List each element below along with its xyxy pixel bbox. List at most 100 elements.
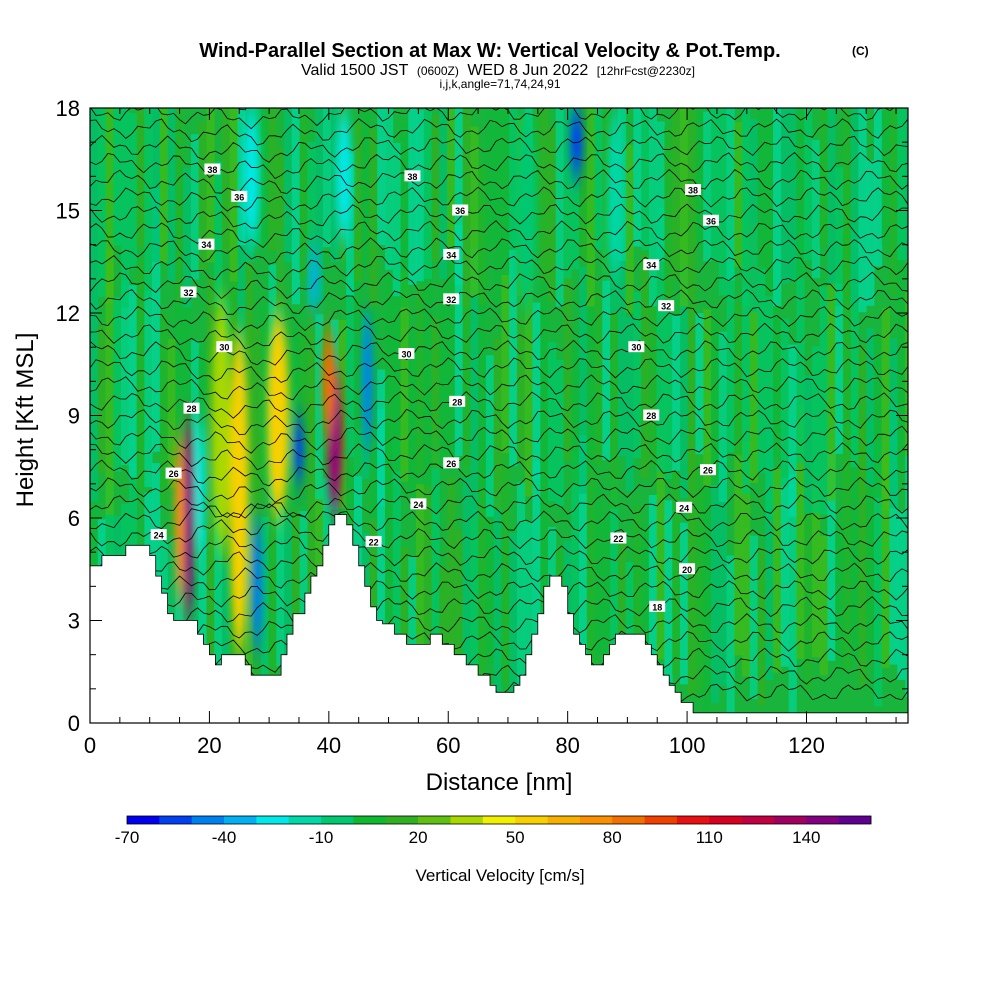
field-stripe — [462, 465, 471, 712]
contour-label: 28 — [643, 409, 660, 421]
contour-label-text: 34 — [446, 250, 456, 260]
field-stripe — [315, 314, 324, 500]
colorbar-swatch — [159, 816, 192, 824]
field-stripe — [905, 451, 908, 697]
field-stripe — [447, 477, 456, 722]
colorbar-tick-label: 110 — [696, 828, 723, 847]
colorbar-swatch — [353, 816, 387, 824]
field-stripe — [190, 414, 200, 667]
contour-label-text: 26 — [446, 459, 456, 469]
field-stripe — [571, 108, 580, 270]
isentrope-line — [90, 374, 908, 401]
field-stripe — [431, 317, 440, 469]
field-stripe — [641, 524, 650, 719]
field-stripe — [291, 312, 301, 503]
field-stripe — [175, 537, 184, 691]
field-stripe — [315, 108, 324, 303]
y-tick-label: 9 — [68, 404, 80, 429]
field-stripe — [284, 514, 293, 706]
isentrope-line — [90, 476, 908, 503]
contour-label: 32 — [180, 286, 197, 298]
field-stripe — [431, 115, 440, 262]
colorbar-swatch — [482, 816, 516, 824]
field-stripe — [571, 451, 580, 661]
field-stripe — [408, 328, 417, 511]
field-stripe — [905, 108, 908, 261]
isentrope-line — [90, 271, 908, 300]
field-stripe — [672, 108, 681, 279]
field-stripe — [152, 108, 161, 262]
y-tick-label: 15 — [56, 199, 80, 224]
isentrope-line — [90, 186, 908, 212]
field-stripe — [780, 108, 790, 284]
field-stripe — [260, 517, 270, 677]
field-stripe — [144, 290, 153, 488]
colorbar-frame — [126, 815, 872, 825]
field-stripe — [664, 126, 673, 304]
contour-label: 38 — [204, 163, 221, 175]
field-stripe — [167, 338, 176, 488]
field-stripe — [121, 108, 130, 308]
field-stripe — [183, 301, 192, 462]
field-stripe — [602, 513, 611, 669]
field-stripe — [136, 108, 145, 248]
isentrope-line — [90, 391, 908, 419]
field-stripe — [633, 506, 642, 699]
contour-label-text: 20 — [682, 565, 692, 575]
colorbar-swatch — [644, 816, 678, 824]
field-stripe — [788, 108, 797, 281]
field-stripe — [827, 283, 836, 501]
field-stripe — [315, 456, 324, 674]
isentrope-line — [90, 517, 908, 550]
field-stripe — [501, 451, 510, 685]
field-stripe — [540, 108, 549, 281]
colorbar-swatch — [676, 816, 710, 824]
isentrope-line — [90, 203, 908, 229]
field-stripe — [392, 440, 401, 659]
contour-label-text: 28 — [452, 397, 462, 407]
field-stripe — [648, 220, 658, 466]
contour-label: 26 — [165, 467, 182, 479]
field-stripe — [493, 108, 502, 307]
y-tick-label: 0 — [68, 711, 80, 736]
contour-label-text: 28 — [186, 404, 196, 414]
subtitle-utc: (0600Z) — [417, 64, 459, 78]
field-stripe — [827, 450, 836, 661]
field-stripe — [586, 199, 596, 470]
field-stripe — [811, 139, 821, 279]
isentrope-line — [90, 502, 908, 532]
field-stripe — [563, 108, 572, 279]
field-stripe — [346, 273, 355, 458]
contour-label: 30 — [216, 341, 233, 353]
field-stripe — [540, 458, 549, 677]
field-stripe — [664, 500, 673, 684]
x-tick-label: 120 — [788, 733, 825, 758]
colorbar-swatch — [709, 816, 742, 824]
field-stripe — [610, 260, 619, 509]
field-stripe — [687, 304, 696, 476]
field-stripe — [478, 165, 487, 304]
field-stripe — [695, 108, 704, 247]
contour-label-text: 28 — [646, 411, 656, 421]
field-stripe — [221, 561, 231, 703]
field-stripe — [734, 302, 743, 456]
field-stripe — [866, 328, 875, 487]
field-stripe — [113, 297, 122, 473]
isentrope-line — [90, 639, 908, 669]
field-stripe — [897, 108, 906, 261]
colorbar-swatch — [256, 816, 290, 824]
field-stripe — [384, 108, 394, 270]
field-stripe — [307, 141, 316, 308]
field-stripe — [439, 108, 448, 280]
field-stripe — [369, 296, 378, 518]
field-stripe — [804, 428, 813, 692]
contour-label: 20 — [679, 563, 696, 575]
plot-area: 38 38 38 36 36 36 34 34 34 32 32 32 30 30 30 28 28 28 26 26… — [90, 108, 908, 723]
chart-subtitle: Valid 1500 JST (0600Z) WED 8 Jun 2022 [1… — [301, 62, 695, 79]
field-stripe — [253, 327, 262, 515]
field-stripe — [858, 108, 867, 313]
y-tick-label: 12 — [56, 301, 80, 326]
field-stripe — [703, 477, 712, 722]
field-stripe — [811, 346, 821, 514]
